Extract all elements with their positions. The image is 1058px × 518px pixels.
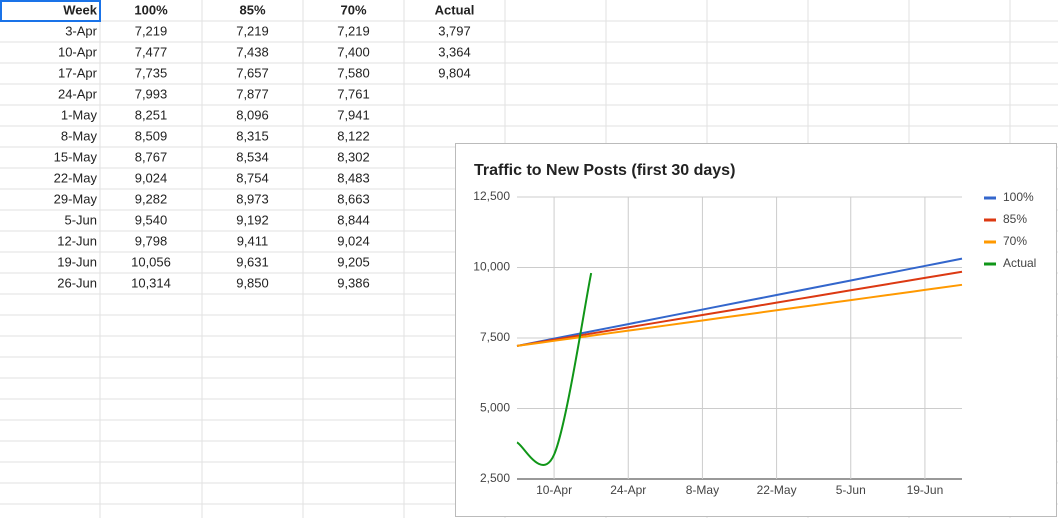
cell: 10,056	[131, 254, 171, 269]
cell: 9,192	[236, 212, 269, 227]
selected-cell	[0, 0, 101, 22]
cell: 5-Jun	[64, 212, 97, 227]
cell: 8,122	[337, 128, 370, 143]
x-tick-label: 8-May	[686, 483, 719, 497]
series-line	[516, 270, 963, 347]
chart-title: Traffic to New Posts (first 30 days)	[474, 162, 735, 179]
cell: 8,663	[337, 191, 370, 206]
cell: 7,219	[337, 23, 370, 38]
y-tick-label: 12,500	[473, 189, 510, 203]
cell: 3-Apr	[65, 23, 97, 38]
cell: 7,657	[236, 65, 269, 80]
cell: 7,438	[236, 44, 269, 59]
cell: 8,767	[135, 149, 168, 164]
cell: 24-Apr	[58, 86, 98, 101]
x-tick-label: 24-Apr	[610, 483, 646, 497]
cell: 9,631	[236, 254, 269, 269]
legend-label: 85%	[1003, 212, 1027, 226]
cell: 3,364	[438, 44, 471, 59]
cell: 7,993	[135, 86, 168, 101]
header-cell: 100%	[134, 2, 168, 17]
cell: 8,973	[236, 191, 269, 206]
header-cell: 85%	[239, 2, 265, 17]
x-tick-label: 19-Jun	[907, 483, 944, 497]
cell: 9,540	[135, 212, 168, 227]
x-tick-label: 10-Apr	[536, 483, 572, 497]
y-tick-label: 7,500	[480, 330, 510, 344]
cell: 3,797	[438, 23, 471, 38]
series-line	[516, 283, 963, 347]
y-tick-label: 5,000	[480, 401, 510, 415]
cell: 1-May	[61, 107, 98, 122]
cell: 8,302	[337, 149, 370, 164]
legend-label: Actual	[1003, 256, 1036, 270]
cell: 7,219	[135, 23, 168, 38]
cell: 9,282	[135, 191, 168, 206]
chart-frame	[455, 143, 1057, 517]
legend-label: 100%	[1003, 190, 1034, 204]
cell: 10-Apr	[58, 44, 98, 59]
cell: 7,477	[135, 44, 168, 59]
x-tick-label: 5-Jun	[836, 483, 866, 497]
cell: 8,315	[236, 128, 269, 143]
cell: 15-May	[54, 149, 98, 164]
cell: 9,205	[337, 254, 370, 269]
y-tick-label: 2,500	[480, 471, 510, 485]
cell: 9,850	[236, 275, 269, 290]
cell: 12-Jun	[57, 233, 97, 248]
y-tick-label: 10,000	[473, 260, 510, 274]
cell: 9,798	[135, 233, 168, 248]
cell: 22-May	[54, 170, 98, 185]
legend-label: 70%	[1003, 234, 1027, 248]
cell: 8,483	[337, 170, 370, 185]
cell: 8,754	[236, 170, 269, 185]
cell: 8,509	[135, 128, 168, 143]
header-cell: Actual	[435, 2, 475, 17]
cell: 9,024	[135, 170, 168, 185]
cell: 7,735	[135, 65, 168, 80]
series-line	[516, 272, 593, 466]
cell: 7,400	[337, 44, 370, 59]
cell: 7,941	[337, 107, 370, 122]
cell: 7,877	[236, 86, 269, 101]
header-cell: 70%	[340, 2, 366, 17]
cell: 9,411	[237, 233, 269, 248]
cell: 9,024	[337, 233, 370, 248]
cell: 8-May	[61, 128, 98, 143]
cell: 7,761	[337, 86, 370, 101]
cell: 26-Jun	[57, 275, 97, 290]
series-line	[516, 257, 963, 347]
cell: 17-Apr	[58, 65, 98, 80]
cell: 8,251	[135, 107, 168, 122]
x-tick-label: 22-May	[757, 483, 797, 497]
cell: 8,534	[236, 149, 269, 164]
cell: 19-Jun	[57, 254, 97, 269]
cell: 29-May	[54, 191, 98, 206]
cell: 7,219	[236, 23, 269, 38]
cell: 8,096	[236, 107, 269, 122]
cell: 9,386	[337, 275, 370, 290]
cell: 8,844	[337, 212, 370, 227]
header-cell: Week	[63, 2, 97, 17]
cell: 7,580	[337, 65, 370, 80]
cell: 10,314	[131, 275, 171, 290]
cell: 9,804	[438, 65, 471, 80]
